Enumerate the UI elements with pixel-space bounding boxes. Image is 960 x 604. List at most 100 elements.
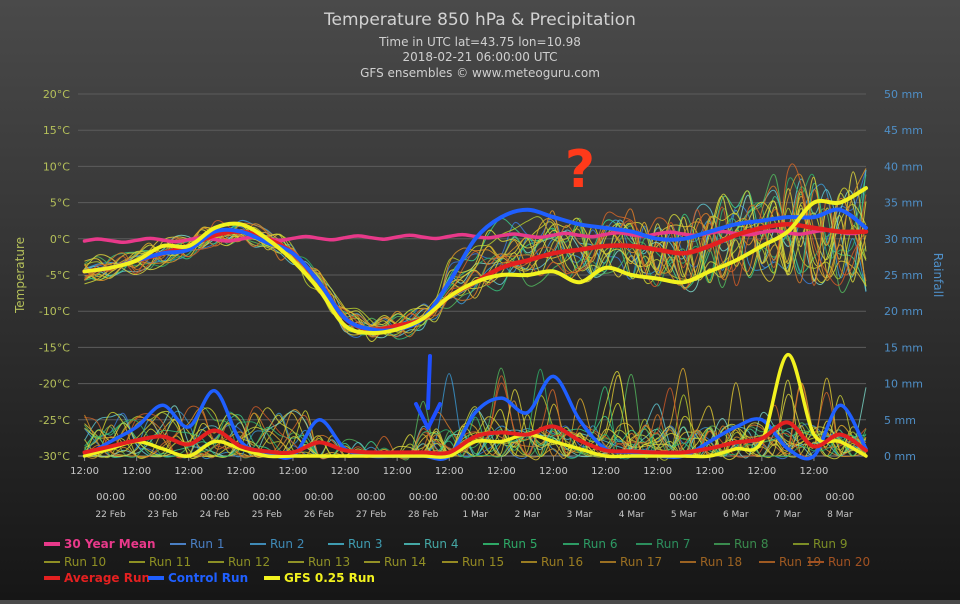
legend-item-control-run: Control Run <box>168 571 248 585</box>
x-tick-label-midnight: 00:00 <box>148 492 177 503</box>
y-tick-label-right: 10 mm <box>884 378 923 391</box>
gfs-run-precipitation-line <box>82 352 868 459</box>
x-tick-label-date: 7 Mar <box>775 510 801 520</box>
legend-item-run-3: Run 3 <box>348 537 382 551</box>
x-tick-label-time: 12:00 <box>383 466 412 477</box>
y-tick-label-left: 15°C <box>43 124 70 137</box>
chart-subtitle-2: 2018-02-21 06:00:00 UTC <box>402 50 557 64</box>
x-tick-label-midnight: 00:00 <box>409 492 438 503</box>
legend-item-run-8: Run 8 <box>734 537 768 551</box>
legend-item-run-1: Run 1 <box>190 537 224 551</box>
y-tick-label-left: -30°C <box>39 450 70 463</box>
legend: 30 Year Mean Run 1 Run 2 Run 3 Run 4 Run 5 Run… <box>44 537 870 585</box>
y-tick-label-left: -25°C <box>39 414 70 427</box>
x-tick-label-time: 12:00 <box>331 466 360 477</box>
main-series-lines <box>82 186 869 461</box>
ensemble-run-5-temperature-line <box>84 183 867 329</box>
legend-item-run-17: Run 17 <box>620 555 662 569</box>
legend-item-run-16: Run 16 <box>541 555 583 569</box>
x-tick-label-time: 12:00 <box>122 466 151 477</box>
x-tick-label-midnight: 00:00 <box>721 492 750 503</box>
y-axis-right-title: Rainfall <box>931 253 945 298</box>
x-tick-label-time: 12:00 <box>747 466 776 477</box>
legend-item-run-5: Run 5 <box>503 537 537 551</box>
legend-item-run-6: Run 6 <box>583 537 617 551</box>
ensemble-run-8-precipitation-line <box>84 403 867 460</box>
x-tick-label-time: 12:00 <box>643 466 672 477</box>
x-tick-label-date: 24 Feb <box>200 510 231 520</box>
legend-item-run-11: Run 11 <box>149 555 191 569</box>
down-arrow-annotation <box>414 354 442 430</box>
chart-subtitle-1: Time in UTC lat=43.75 lon=10.98 <box>378 35 581 49</box>
y-tick-label-left: 20°C <box>43 88 70 101</box>
y-axis-left: 20°C 15°C 10°C 5°C 0°C -5°C -10°C -15°C -20°C -25… <box>39 88 70 463</box>
y-tick-label-right: 5 mm <box>884 414 916 427</box>
x-tick-label-time: 12:00 <box>591 466 620 477</box>
x-tick-label-date: 8 Mar <box>827 510 853 520</box>
ensemble-run-20-precipitation-line <box>84 389 867 461</box>
x-tick-label-time: 12:00 <box>800 466 829 477</box>
chart-title: Temperature 850 hPa & Precipitation <box>323 10 636 30</box>
y-tick-label-right: 15 mm <box>884 341 923 354</box>
x-tick-label-midnight: 00:00 <box>773 492 802 503</box>
y-axis-right: 50 mm 45 mm 40 mm 35 mm 30 mm 25 mm 20 mm 15 mm… <box>884 88 923 463</box>
x-tick-label-date: 5 Mar <box>671 510 697 520</box>
x-tick-label-midnight: 00:00 <box>669 492 698 503</box>
down-arrow-shaft <box>426 354 432 410</box>
y-tick-label-right: 35 mm <box>884 197 923 210</box>
legend-item-run-9: Run 9 <box>813 537 847 551</box>
y-tick-label-right: 0 mm <box>884 450 916 463</box>
y-tick-label-right: 40 mm <box>884 160 923 173</box>
legend-item-run-19: Run 19 <box>779 555 821 569</box>
y-axis-left-title: Temperature <box>13 237 27 314</box>
y-tick-label-left: 10°C <box>43 160 70 173</box>
x-tick-label-midnight: 00:00 <box>565 492 594 503</box>
x-tick-label-date: 27 Feb <box>356 510 387 520</box>
ensemble-run-6-temperature-line <box>84 174 867 340</box>
legend-item-run-15: Run 15 <box>462 555 504 569</box>
ensemble-run-19-precipitation-line <box>84 368 867 460</box>
legend-item-run-4: Run 4 <box>424 537 458 551</box>
ensemble-run-4-precipitation-line <box>84 373 867 460</box>
y-tick-label-right: 30 mm <box>884 233 923 246</box>
x-tick-label-date: 4 Mar <box>619 510 645 520</box>
x-tick-label-time: 12:00 <box>539 466 568 477</box>
legend-item-run-13: Run 13 <box>308 555 350 569</box>
x-tick-label-time: 12:00 <box>226 466 255 477</box>
x-tick-label-date: 6 Mar <box>723 510 749 520</box>
y-tick-label-left: -20°C <box>39 378 70 391</box>
x-tick-label-date: 23 Feb <box>148 510 179 520</box>
legend-item-run-14: Run 14 <box>384 555 426 569</box>
x-tick-label-time: 12:00 <box>174 466 203 477</box>
x-tick-label-midnight: 00:00 <box>617 492 646 503</box>
x-tick-label-date: 1 Mar <box>462 510 488 520</box>
legend-item-run-2: Run 2 <box>270 537 304 551</box>
x-tick-label-midnight: 00:00 <box>461 492 490 503</box>
x-tick-label-midnight: 00:00 <box>200 492 229 503</box>
gfs-run-temperature-line <box>82 186 868 336</box>
y-tick-label-right: 20 mm <box>884 305 923 318</box>
down-arrow-head <box>414 402 442 430</box>
x-tick-label-time: 12:00 <box>435 466 464 477</box>
legend-item-gfs-0-25-run: GFS 0.25 Run <box>284 571 375 585</box>
chart-subtitle-3: GFS ensembles © www.meteoguru.com <box>360 66 600 80</box>
y-tick-label-right: 50 mm <box>884 88 923 101</box>
x-tick-label-date: 3 Mar <box>567 510 593 520</box>
x-tick-label-midnight: 00:00 <box>96 492 125 503</box>
ensemble-run-20-temperature-line <box>84 189 867 338</box>
x-tick-label-time: 12:00 <box>695 466 724 477</box>
y-tick-label-right: 25 mm <box>884 269 923 282</box>
x-tick-label-time: 12:00 <box>279 466 308 477</box>
legend-item-run-20: Run 20 <box>828 555 870 569</box>
question-mark-annotation: ? <box>565 140 595 200</box>
y-tick-label-right: 45 mm <box>884 124 923 137</box>
y-tick-label-left: 5°C <box>50 197 70 210</box>
x-tick-label-date: 25 Feb <box>252 510 283 520</box>
ensemble-run-19-temperature-line <box>84 163 867 338</box>
x-tick-label-midnight: 00:00 <box>513 492 542 503</box>
x-tick-label-date: 2 Mar <box>515 510 541 520</box>
legend-item-run-12: Run 12 <box>228 555 270 569</box>
control-run-precipitation-line <box>82 374 868 461</box>
